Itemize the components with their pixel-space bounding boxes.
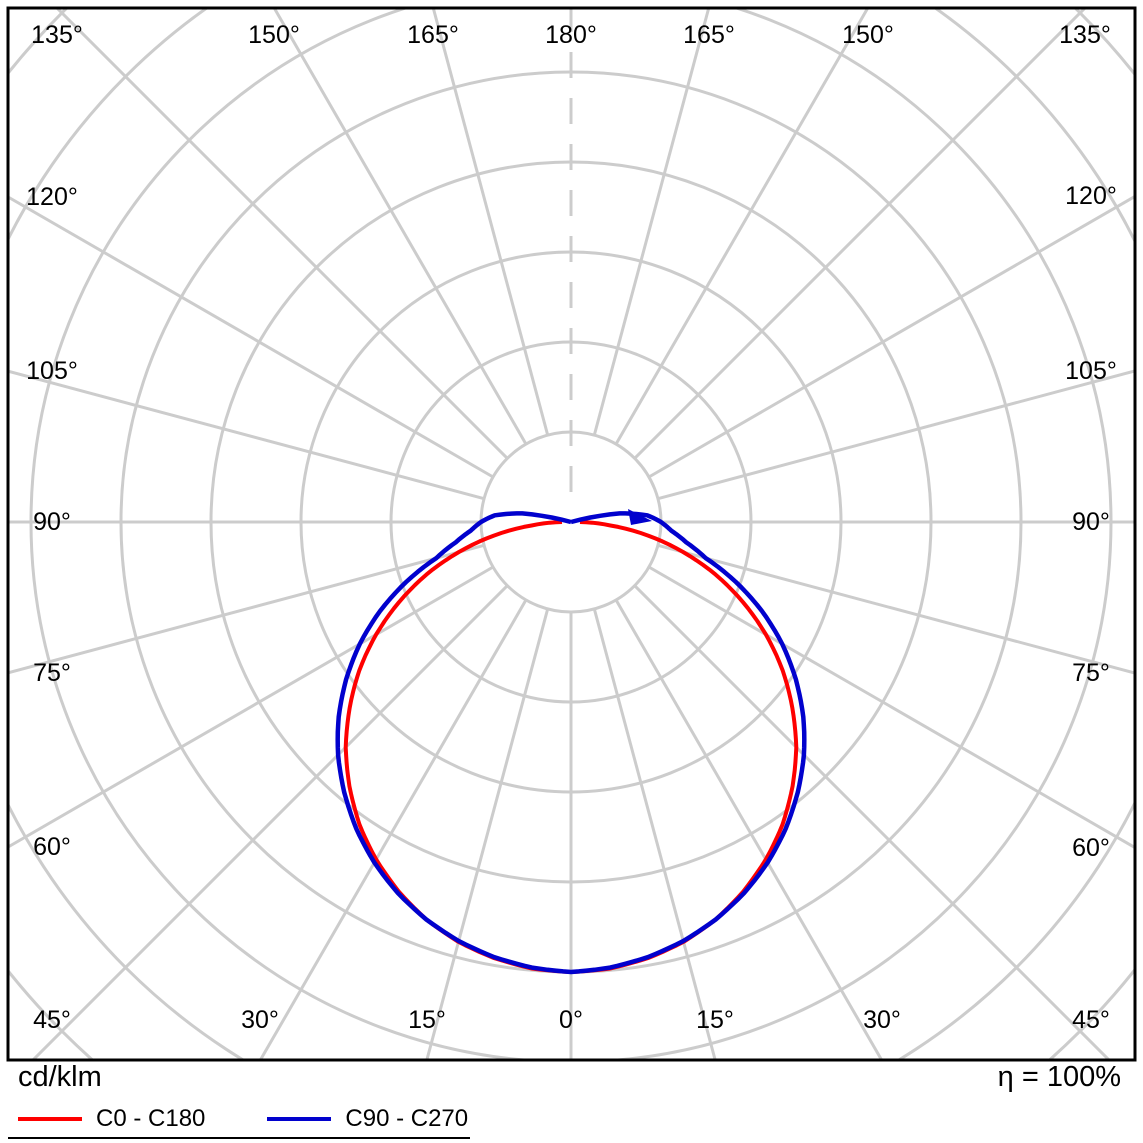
legend: C0 - C180 C90 - C270 (18, 1105, 468, 1133)
legend-label-c0-c180: C0 - C180 (96, 1105, 206, 1132)
angle-label: 15° (696, 1006, 734, 1034)
angle-label: 60° (33, 833, 71, 861)
grid-radial-line (32, 584, 509, 1059)
angle-label: 150° (248, 21, 300, 49)
angle-label: 90° (1072, 508, 1110, 536)
legend-item-c90-c270: C90 - C270 (267, 1105, 468, 1133)
angle-label: 135° (1059, 21, 1111, 49)
angle-label: 60° (1072, 834, 1110, 862)
grid-radial-line (592, 608, 717, 1059)
polar-chart: 0° 15° 15° 30° 30° 45° 45° 60° 60° 75° 75° 90° 90° 10… (6, 6, 1137, 1062)
grid-radial-line (9, 196, 494, 479)
grid-radial-line (592, 9, 710, 436)
angle-label: 165° (683, 21, 735, 49)
grid-radial-line (633, 9, 1086, 460)
angle-label: 165° (407, 21, 459, 49)
curve-c90-c270 (335, 511, 807, 975)
grid-radial-line (648, 565, 1134, 849)
efficiency-label: η = 100% (997, 1061, 1121, 1093)
angle-label: 180° (545, 21, 597, 49)
legend-label-c90-c270: C90 - C270 (345, 1105, 469, 1132)
grid-radial-line (273, 9, 528, 445)
legend-line-blue (267, 1117, 332, 1121)
angle-label: 120° (26, 183, 78, 211)
grid-radial-line (657, 543, 1134, 675)
angle-label: 105° (1065, 357, 1117, 385)
angle-label: 45° (1072, 1006, 1110, 1034)
angle-label: 30° (241, 1006, 279, 1034)
angle-label: 120° (1065, 182, 1117, 210)
angle-label: 105° (26, 357, 78, 385)
angle-label: 0° (559, 1006, 583, 1034)
angle-label: 135° (31, 21, 83, 49)
legend-line-red (18, 1117, 82, 1121)
grid-radial-line (9, 565, 494, 848)
angle-label: 150° (842, 21, 894, 49)
grid-radial-line (259, 599, 528, 1059)
grid-radial-line (614, 9, 869, 445)
angle-label: 90° (33, 508, 71, 536)
grid-radial-line (425, 608, 550, 1059)
unit-label: cd/klm (18, 1061, 102, 1093)
grid-radial-line (432, 9, 550, 436)
polar-grid (9, 9, 1134, 1059)
angle-label: 75° (1072, 659, 1110, 687)
angle-label: 15° (408, 1006, 446, 1034)
grid-radial-line (9, 543, 485, 675)
grid-radial-line (648, 195, 1134, 479)
grid-radial-line (9, 369, 485, 501)
legend-item-c0-c180: C0 - C180 (18, 1105, 205, 1133)
angle-label: 75° (33, 659, 71, 687)
grid-radial-line (633, 584, 1110, 1059)
grid-radial-line (56, 9, 509, 460)
angle-label: 30° (863, 1006, 901, 1034)
legend-divider (8, 1137, 470, 1139)
angle-labels: 0° 15° 15° 30° 30° 45° 45° 60° 60° 75° 75° 90° 90° 10… (26, 21, 1117, 1034)
footer: cd/klm η = 100% C0 - C180 C90 - C270 (0, 1061, 1143, 1143)
angle-label: 45° (33, 1006, 71, 1034)
grid-radial-line (657, 369, 1134, 501)
direction-arrow-icon (628, 509, 652, 525)
grid-radial-line (614, 599, 883, 1059)
